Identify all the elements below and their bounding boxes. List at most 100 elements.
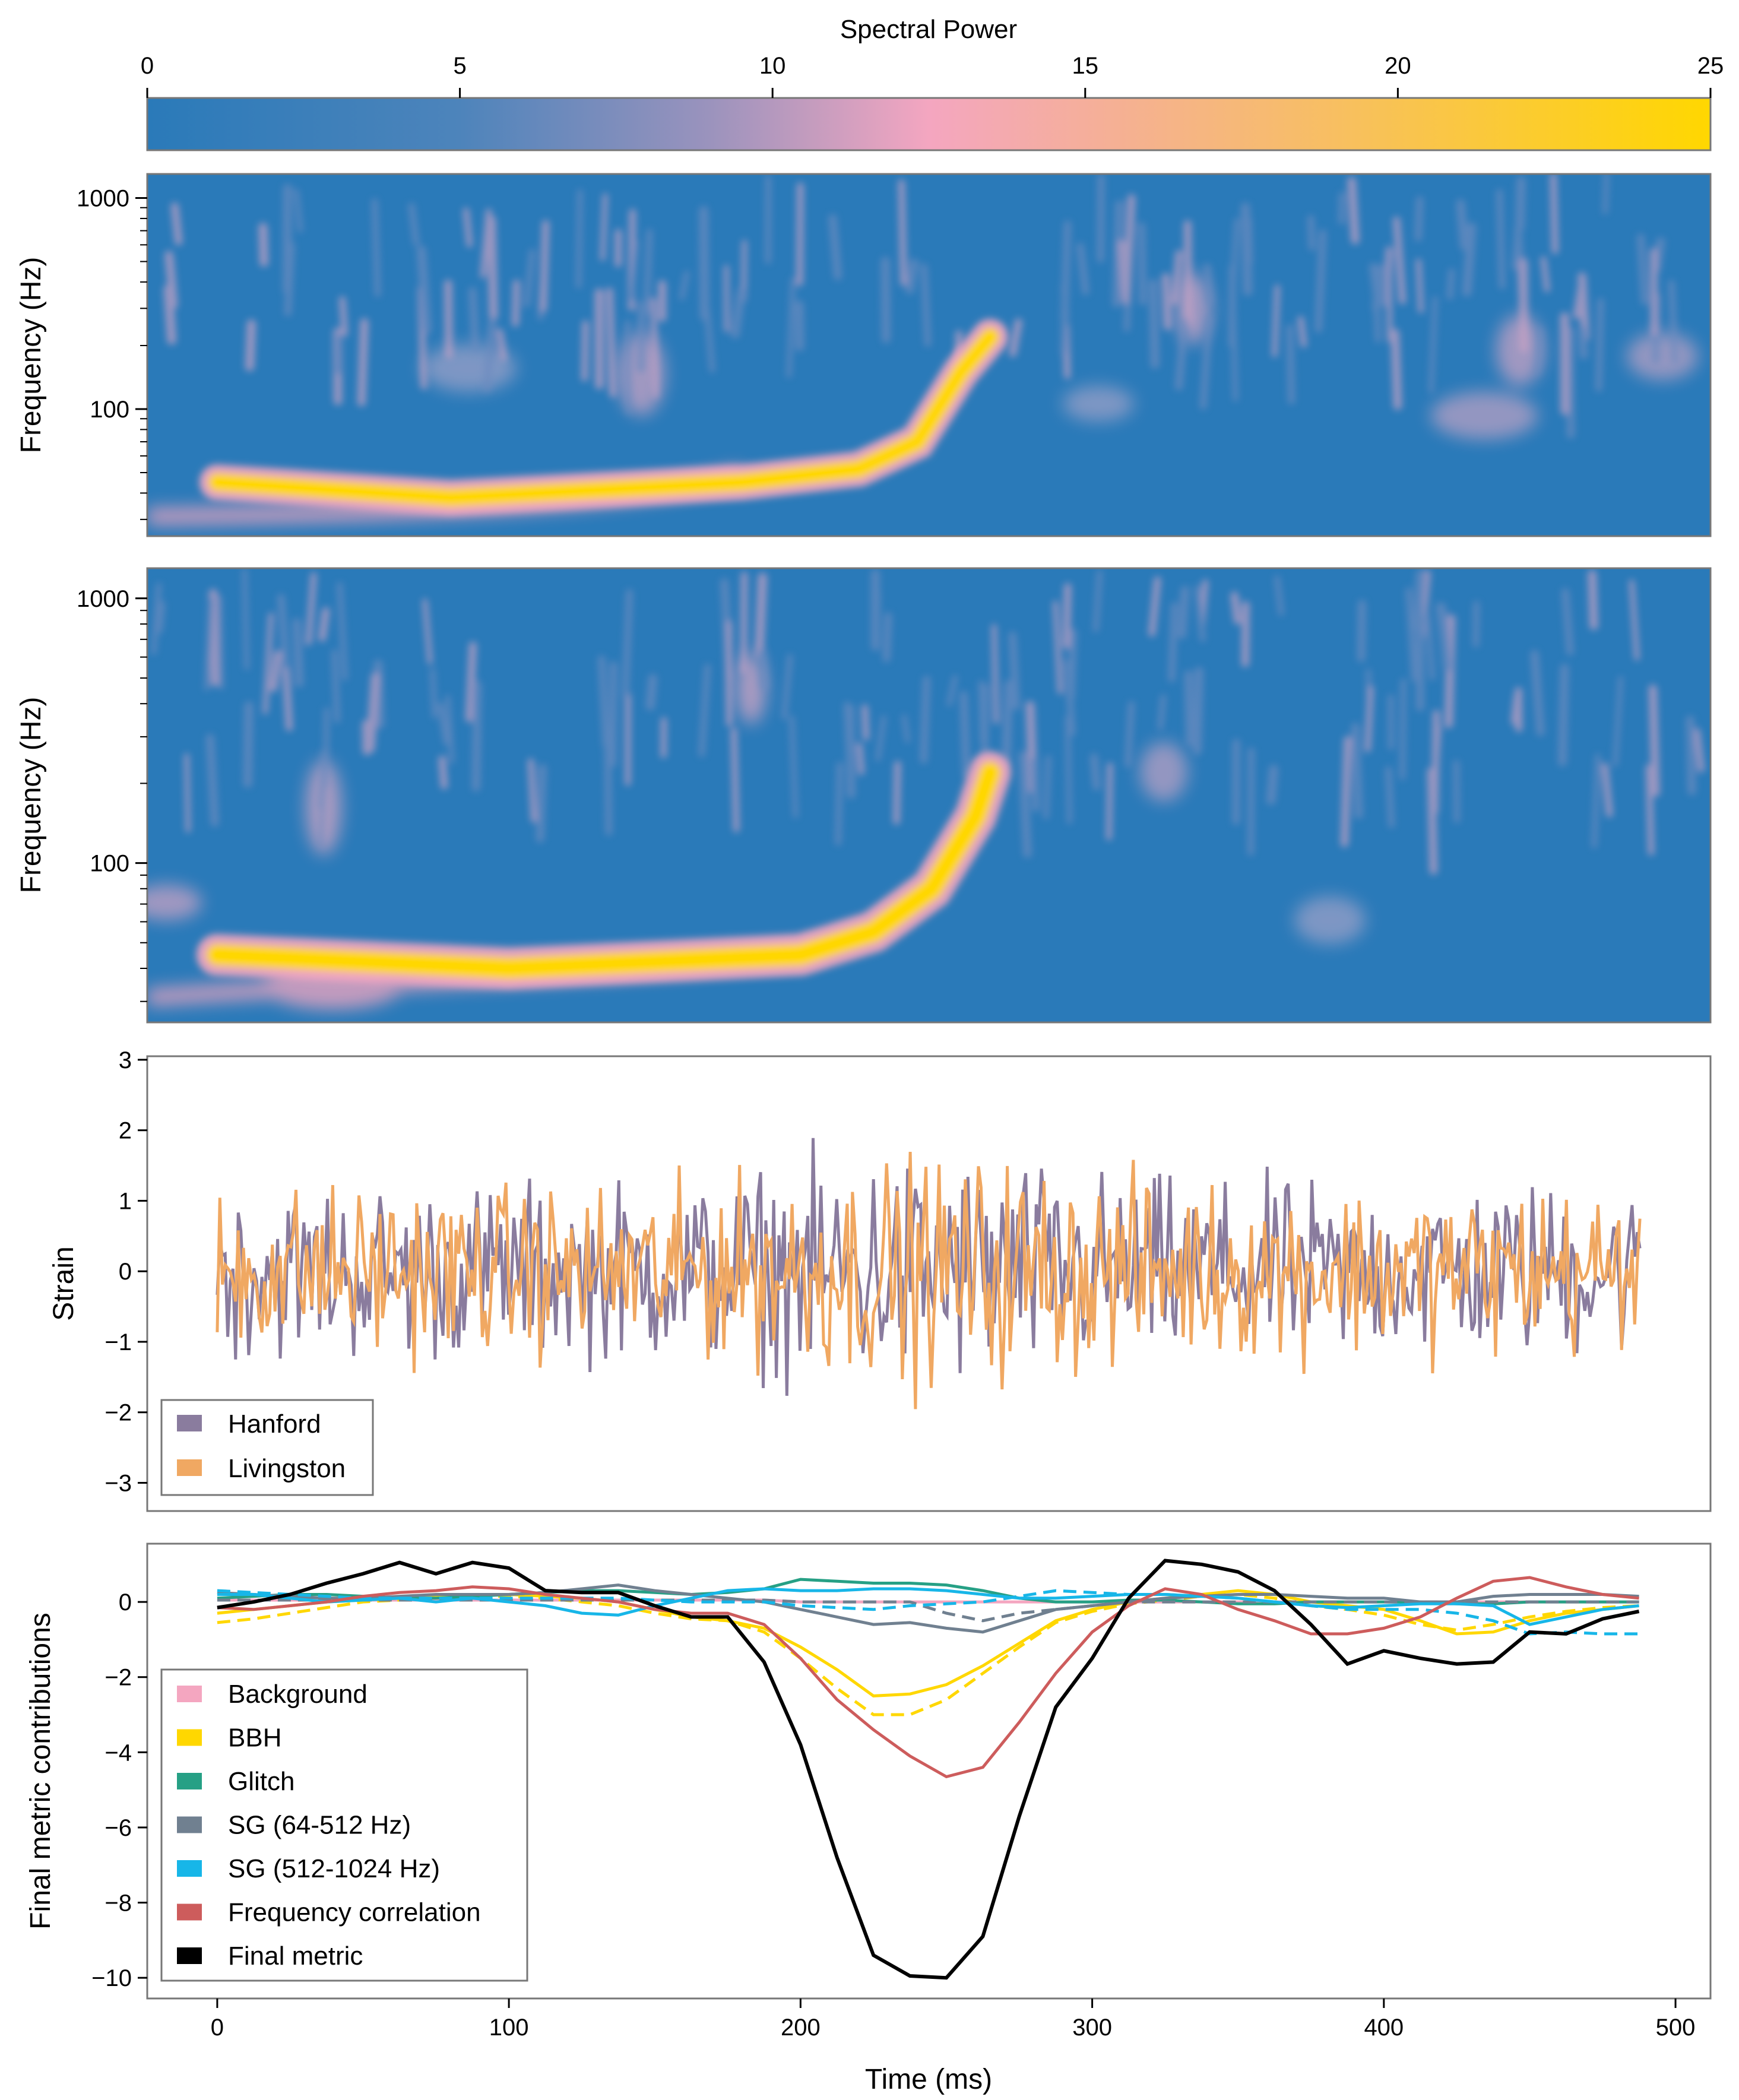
metric-xtick-label: 200 <box>781 2015 821 2041</box>
colorbar: Spectral Power 0 5 10 15 20 25 <box>141 15 1724 151</box>
noise-streak <box>1530 650 1545 737</box>
noise-streak <box>726 620 733 727</box>
noise-streak <box>1591 753 1601 849</box>
noise-streak <box>242 568 249 670</box>
noise-streak <box>487 216 498 320</box>
noise-streak <box>1106 762 1113 841</box>
noise-streak <box>872 590 881 650</box>
noise-streak <box>946 674 958 707</box>
strain-legend: Hanford Livingston <box>160 1399 374 1496</box>
noise-streak <box>527 758 537 823</box>
metric-xtick-label: 100 <box>489 2015 529 2041</box>
noise-streak <box>1405 587 1418 682</box>
noise-streak <box>1002 680 1013 768</box>
noise-streak <box>1018 751 1032 858</box>
noise-streak <box>536 764 547 843</box>
legend-label: BBH <box>228 1724 281 1753</box>
metric-xtick-label: 0 <box>211 2015 224 2041</box>
noise-streak <box>1274 575 1284 616</box>
noise-streak <box>754 572 768 659</box>
legend-swatch <box>177 1773 202 1789</box>
noise-streak <box>1453 759 1461 823</box>
strain-ylabel: Strain <box>48 1246 80 1320</box>
legend-swatch <box>177 1729 202 1746</box>
noise-streak <box>539 220 550 312</box>
noise-streak <box>758 648 769 691</box>
noise-streak <box>1686 715 1696 796</box>
noise-streak <box>978 680 986 745</box>
metric-ytick-label: −6 <box>104 1815 132 1841</box>
spectrogram-livingston-yticks: 100 1000 <box>77 586 147 1002</box>
noise-streak <box>1125 701 1135 768</box>
strain-tick-label: −3 <box>104 1470 132 1496</box>
noise-streak <box>604 745 613 836</box>
colorbar-tick-label: 5 <box>453 53 466 79</box>
noise-streak <box>1373 288 1382 343</box>
noise-streak <box>699 205 709 321</box>
noise-streak <box>482 320 497 392</box>
noise-streak <box>786 277 796 378</box>
noise-streak <box>1183 220 1193 327</box>
strain-panel: Strain 3 2 1 0 −1 −2 −3 Hanford Livingston <box>48 1047 1712 1512</box>
noise-streak <box>1247 747 1255 856</box>
strain-tick-label: 2 <box>119 1118 132 1144</box>
noise-streak <box>1427 767 1438 875</box>
noise-streak <box>1648 685 1660 797</box>
noise-streak <box>408 202 420 246</box>
noise-streak <box>524 248 536 308</box>
noise-streak <box>437 702 450 746</box>
noise-streak <box>698 663 711 758</box>
noise-streak <box>1009 318 1022 357</box>
colorbar-tick-label: 15 <box>1072 53 1099 79</box>
series-final-metric <box>217 1559 1640 1980</box>
metric-yticks: 0 −2 −4 −6 −8 −10 <box>91 1589 147 1991</box>
noise-streak <box>317 750 326 810</box>
noise-streak <box>1357 600 1366 663</box>
noise-streak <box>898 179 907 286</box>
metric-xtick-label: 300 <box>1072 2015 1112 2041</box>
noise-streak <box>598 655 610 749</box>
noise-streak <box>1390 328 1402 410</box>
noise-streak <box>901 714 910 743</box>
noise-streak <box>1090 753 1101 791</box>
noise-streak <box>606 287 617 398</box>
noise-streak <box>730 287 746 339</box>
metric-ytick-label: 0 <box>119 1589 132 1616</box>
series-sg-512-1024-hz-alt <box>217 1589 1639 1636</box>
colorbar-title: Spectral Power <box>840 15 1017 44</box>
colorbar-ticks: 0 5 10 15 20 25 <box>141 53 1724 98</box>
noise-streak <box>1157 694 1167 730</box>
legend-label-livingston: Livingston <box>228 1454 346 1483</box>
noise-streak <box>622 589 633 699</box>
series-sg-64-512-hz-alt <box>217 1598 1639 1623</box>
noise-streak <box>636 300 647 373</box>
noise-streak <box>1393 216 1407 305</box>
noise-streak <box>1230 591 1241 625</box>
noise-streak <box>1595 297 1604 392</box>
noise-streak <box>362 720 372 756</box>
noise-streak <box>1148 278 1160 369</box>
noise-streak <box>1462 222 1477 297</box>
noise-streak <box>438 755 448 790</box>
legend-swatch <box>177 1860 202 1877</box>
noise-streak <box>1092 569 1103 632</box>
spectrogram-hanford: Frequency (Hz) 100 1000 <box>15 173 1712 537</box>
noise-streak <box>704 308 715 373</box>
noise-streak <box>277 594 290 669</box>
series-frequency-correlation <box>217 1576 1639 1779</box>
noise-streak <box>679 270 690 300</box>
noise-streak <box>1629 579 1640 661</box>
noise-streak <box>1510 693 1521 725</box>
noise-streak <box>1693 728 1705 773</box>
noise-streak <box>1496 189 1506 290</box>
strain-tick-label: 3 <box>119 1047 132 1073</box>
noise-streak <box>629 240 639 301</box>
noise-streak <box>1399 678 1407 780</box>
metric-xtick-label: 500 <box>1656 2015 1696 2041</box>
noise-streak <box>1601 762 1613 818</box>
noise-streak <box>1511 210 1522 271</box>
noise-streak <box>1314 229 1327 333</box>
metric-ytick-label: −4 <box>104 1740 132 1766</box>
noise-streak <box>1637 233 1649 306</box>
